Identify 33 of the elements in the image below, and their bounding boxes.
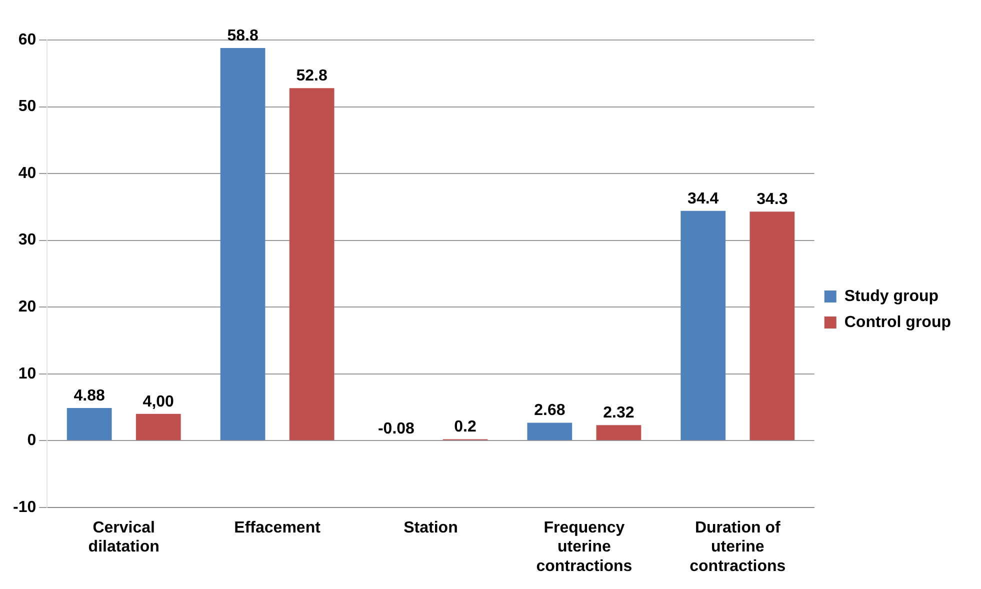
data-label: 2.68 — [534, 402, 566, 420]
y-tick-label: 10 — [18, 365, 36, 382]
x-tick-label: Effacement — [234, 519, 322, 536]
bar — [750, 212, 795, 440]
y-tick-label: 20 — [18, 298, 36, 316]
legend-label: Control group — [844, 314, 952, 331]
x-tick-label: Cervical dilatation — [88, 519, 160, 556]
data-label: 4.88 — [74, 387, 105, 404]
data-label: 58.8 — [227, 27, 258, 44]
data-label: 34.4 — [688, 190, 719, 208]
data-label: 34.3 — [756, 191, 788, 208]
bar — [680, 210, 726, 440]
bar — [527, 422, 572, 440]
y-tick-label: 0 — [27, 432, 36, 450]
y-tick-label: 40 — [18, 164, 36, 182]
data-label: 52.8 — [296, 67, 328, 84]
y-tick-label: 50 — [18, 98, 36, 116]
bar — [596, 425, 642, 440]
data-label: -0.08 — [378, 420, 415, 438]
x-tick-label: Station — [404, 519, 458, 536]
data-label: 2.32 — [603, 404, 634, 422]
bar — [289, 88, 334, 440]
bar — [136, 414, 181, 440]
y-tick-label: -10 — [13, 498, 36, 516]
bar — [66, 408, 112, 440]
data-label: 4,00 — [142, 393, 174, 410]
y-tick-label: 30 — [18, 232, 36, 249]
x-tick-label: Duration of uterine contractions — [690, 519, 786, 575]
x-tick-label: Frequency uterine contractions — [536, 519, 632, 575]
legend-label: Study group — [844, 288, 939, 305]
data-label: 0.2 — [454, 418, 476, 436]
y-tick-label: 60 — [18, 31, 36, 48]
bar — [220, 48, 266, 440]
